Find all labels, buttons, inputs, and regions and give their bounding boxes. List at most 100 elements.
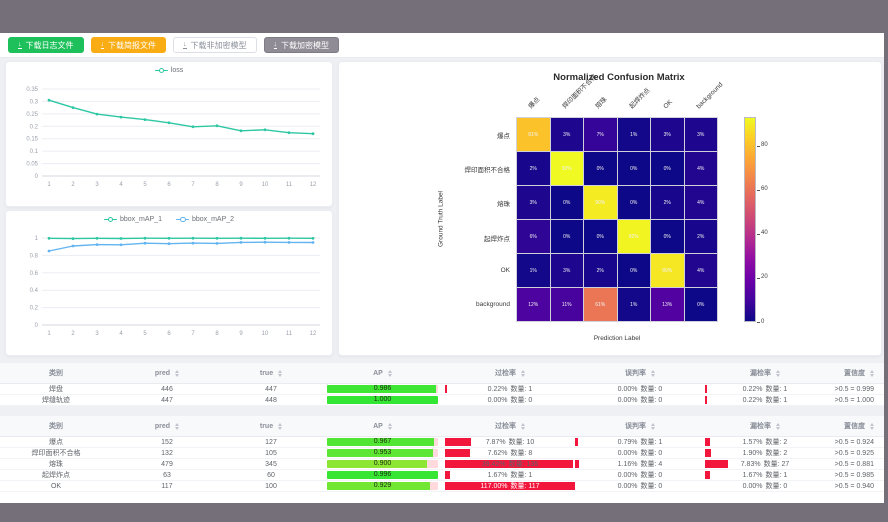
matrix-column-label: 起焊炸点 xyxy=(628,86,652,111)
column-header-pred[interactable]: pred xyxy=(112,416,222,436)
svg-text:0.2: 0.2 xyxy=(30,306,39,312)
ap-value: 0.967 xyxy=(373,438,392,445)
column-header-mis[interactable]: 误判率 xyxy=(575,363,705,383)
sort-caret-icon[interactable] xyxy=(387,369,392,377)
sort-caret-icon[interactable] xyxy=(870,422,874,430)
matrix-cell: 0% xyxy=(617,186,650,219)
matrix-row-label: 爆点 xyxy=(497,133,510,141)
svg-text:4: 4 xyxy=(119,331,123,337)
matrix-cell: 0% xyxy=(617,152,650,185)
sort-caret-icon[interactable] xyxy=(870,369,874,377)
column-header-ap[interactable]: AP xyxy=(320,363,445,383)
matrix-cell: 0% xyxy=(684,288,717,321)
sort-caret-icon[interactable] xyxy=(776,422,780,430)
confusion-matrix-xlabel: Prediction Label xyxy=(593,335,641,342)
mis-rate: 0.00% xyxy=(617,482,638,490)
sort-caret-icon[interactable] xyxy=(278,422,283,430)
column-header-category: 类别 xyxy=(0,363,112,383)
dashboard-main: ↓ 下载日志文件 ↓ 下载简报文件 ↓ 下载非加密模型 ↓ 下载加密模型 loss 0 0.05… xyxy=(0,33,884,503)
ap-bar xyxy=(327,438,435,446)
column-header-label: 置信度 xyxy=(844,423,865,430)
svg-text:0: 0 xyxy=(35,174,39,180)
category-cell: 焊印面积不合格 xyxy=(31,450,81,457)
conf-cell: >0.5 = 0.999 xyxy=(834,385,874,393)
over-bar xyxy=(445,482,575,490)
miss-cell: 1.57% 数量: 2 xyxy=(705,437,825,447)
ap-cell: 0.986 xyxy=(320,384,445,394)
column-header-over[interactable]: 过检率 xyxy=(445,416,575,436)
legend-item-loss[interactable]: loss xyxy=(154,67,183,74)
sort-caret-icon[interactable] xyxy=(521,369,525,377)
matrix-cell: 81% xyxy=(517,118,550,151)
table-row: 焊缝轨迹 447 448 1.000 0.00% 数量: 0 0.00% 数量: 0 0.22%… xyxy=(0,395,884,406)
column-header-conf[interactable]: 置信度 xyxy=(825,416,884,436)
over-count: 数量: 1 xyxy=(510,472,533,479)
ap-bar-track: 0.996 xyxy=(327,471,438,479)
miss-cell: 0.00% 数量: 0 xyxy=(705,481,825,491)
download-button-1[interactable]: ↓ 下载日志文件 xyxy=(8,37,84,53)
legend-label: bbox_mAP_1 xyxy=(119,216,162,223)
miss-bar xyxy=(705,460,729,468)
sort-caret-icon[interactable] xyxy=(651,369,655,377)
svg-text:9: 9 xyxy=(239,331,243,337)
sort-caret-icon[interactable] xyxy=(651,422,655,430)
miss-rate: 0.22% xyxy=(742,396,763,404)
sort-caret-icon[interactable] xyxy=(387,422,392,430)
column-header-label: true xyxy=(259,369,274,377)
ap-cell: 0.900 xyxy=(320,459,445,469)
column-header-label: pred xyxy=(154,422,171,430)
category-cell: OK xyxy=(50,482,62,490)
column-header-mis[interactable]: 误判率 xyxy=(575,416,705,436)
column-header-category: 类别 xyxy=(0,416,112,436)
sort-caret-icon[interactable] xyxy=(776,369,780,377)
miss-cell: 1.67% 数量: 1 xyxy=(705,470,825,480)
download-button-4[interactable]: ↓ 下载加密模型 xyxy=(263,37,339,53)
svg-text:4: 4 xyxy=(119,182,123,188)
column-header-pred[interactable]: pred xyxy=(112,363,222,383)
download-button-2[interactable]: ↓ 下载简报文件 xyxy=(90,37,166,53)
mis-count: 数量: 0 xyxy=(640,472,663,479)
matrix-cell: 90% xyxy=(584,186,617,219)
matrix-cell: 0% xyxy=(617,254,650,287)
ap-bar-track: 0.953 xyxy=(327,449,438,457)
ap-cell: 0.953 xyxy=(320,448,445,458)
matrix-column-label: background xyxy=(695,81,725,111)
legend-item-bbox_mAP_2[interactable]: bbox_mAP_2 xyxy=(176,216,234,223)
button-label: 下载加密模型 xyxy=(281,40,329,50)
sort-caret-icon[interactable] xyxy=(521,422,525,430)
legend-label: bbox_mAP_2 xyxy=(192,216,235,223)
ap-cell: 1.000 xyxy=(320,395,445,405)
matrix-cell: 12% xyxy=(517,288,550,321)
sort-caret-icon[interactable] xyxy=(175,369,180,377)
category-cell: 起焊炸点 xyxy=(42,472,70,479)
ap-bar xyxy=(327,482,431,490)
matrix-row-label: 熔珠 xyxy=(497,201,510,209)
colorbar-tick-label: 60 xyxy=(761,186,768,193)
sort-caret-icon[interactable] xyxy=(175,422,180,430)
mis-cell: 0.79% 数量: 1 xyxy=(575,437,705,447)
matrix-cell: 2% xyxy=(651,186,684,219)
over-count: 数量: 10 xyxy=(508,439,535,446)
column-header-ap[interactable]: AP xyxy=(320,416,445,436)
ap-bar xyxy=(327,471,438,479)
table-header-row: 类别 pred true AP 过检率 误判率 漏检率 置信度 xyxy=(0,416,884,437)
true-cell: 447 xyxy=(265,385,277,393)
table-header-row: 类别 pred true AP 过检率 误判率 漏检率 置信度 xyxy=(0,363,884,384)
column-header-miss[interactable]: 漏检率 xyxy=(705,416,825,436)
over-count: 数量: 136 xyxy=(508,461,539,468)
column-header-label: AP xyxy=(373,369,383,377)
column-header-over[interactable]: 过检率 xyxy=(445,363,575,383)
legend-item-bbox_mAP_1[interactable]: bbox_mAP_1 xyxy=(103,216,162,223)
column-header-true[interactable]: true xyxy=(222,363,320,383)
download-button-3[interactable]: ↓ 下载非加密模型 xyxy=(173,37,257,53)
true-cell: 105 xyxy=(265,449,277,457)
column-header-miss[interactable]: 漏检率 xyxy=(705,363,825,383)
bbox-map-line-chart: 00.20.40.60.811 2 3 4 5 6 7 8 9 10 11 12 xyxy=(30,236,320,337)
mis-rate: 0.00% xyxy=(617,396,638,404)
column-header-conf[interactable]: 置信度 xyxy=(825,363,884,383)
ap-bar xyxy=(327,385,437,393)
sort-caret-icon[interactable] xyxy=(278,369,283,377)
over-rate: 7.62% xyxy=(487,449,508,457)
confusion-matrix-card: Normalized Confusion Matrix Ground Truth… xyxy=(338,61,882,356)
column-header-true[interactable]: true xyxy=(222,416,320,436)
